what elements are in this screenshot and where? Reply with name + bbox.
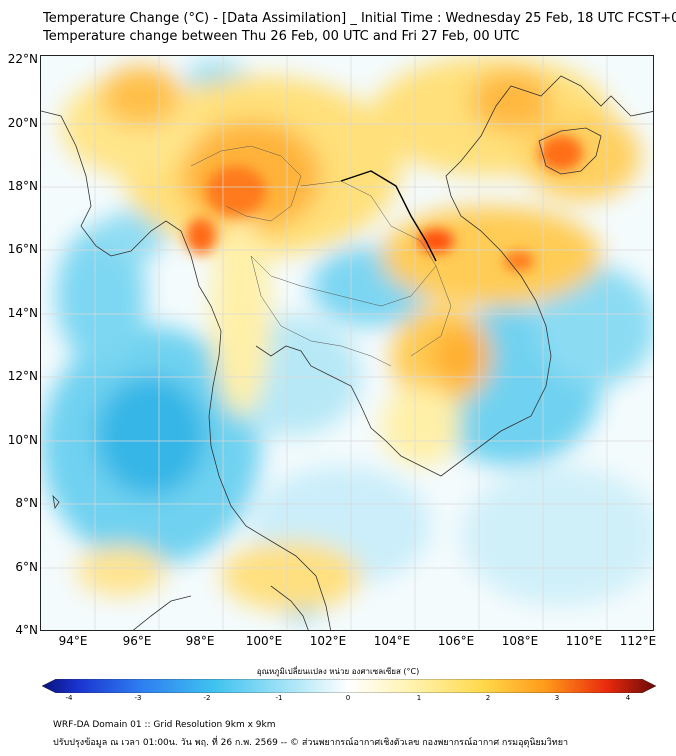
lon-label-108e: 108°E [501,634,539,648]
colorbar-tick-1: 1 [416,694,422,702]
lon-label-110e: 110°E [565,634,603,648]
lat-label-4n: 4°N [15,623,38,637]
footer-domain-info: WRF-DA Domain 01 :: Grid Resolution 9km … [53,720,276,730]
lon-label-100e: 100°E [245,634,283,648]
colorbar-bar [42,679,656,693]
temperature-change-map[interactable] [40,55,654,631]
graticule [41,56,653,630]
lon-label-102e: 102°E [309,634,347,648]
colorbar-tick-neg3: -3 [134,694,142,702]
province-boundaries [190,145,452,367]
lat-label-14n: 14°N [7,306,38,320]
colorbar-tick-neg1: -1 [275,694,283,702]
lon-label-106e: 106°E [437,634,475,648]
lat-label-16n: 16°N [7,242,38,256]
lat-label-12n: 12°N [7,369,38,383]
colorbar-tick-2: 2 [485,694,491,702]
coastlines [41,75,653,630]
colorbar-tick-0: 0 [345,694,351,702]
lon-label-98e: 98°E [185,634,215,648]
colorbar [42,679,656,693]
lon-label-96e: 96°E [122,634,152,648]
lon-label-104e: 104°E [373,634,411,648]
map-title-line-2: Temperature change between Thu 26 Feb, 0… [43,29,520,44]
colorbar-tick-neg4: -4 [65,694,73,702]
lat-label-10n: 10°N [7,433,38,447]
colorbar-tick-4: 4 [625,694,631,702]
lon-label-112e: 112°E [619,634,657,648]
colorbar-title: อุณหภูมิเปลี่ยนแปลง หน่วย องศาเซลเซียส (… [256,667,420,676]
lat-label-20n: 20°N [7,116,38,130]
temperature-field [41,56,653,621]
lon-label-94e: 94°E [58,634,88,648]
hot-spots [186,135,583,271]
lat-label-6n: 6°N [15,560,38,574]
lat-label-8n: 8°N [15,496,38,510]
lat-label-22n: 22°N [7,52,38,66]
map-title-line-1: Temperature Change (°C) - [Data Assimila… [43,11,676,26]
colorbar-tick-neg2: -2 [203,694,211,702]
footer-update-info: ปรับปรุงข้อมูล ณ เวลา 01:00น. วัน พฤ. ที… [53,738,569,748]
lat-label-18n: 18°N [7,179,38,193]
map-canvas [41,56,653,630]
colorbar-tick-3: 3 [554,694,560,702]
national-border [340,170,437,262]
